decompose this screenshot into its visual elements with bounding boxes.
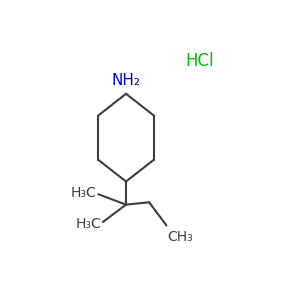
Text: H₃C: H₃C [75,217,101,231]
Text: CH₃: CH₃ [168,230,194,244]
Text: H₃C: H₃C [71,186,97,200]
Text: NH₂: NH₂ [112,73,140,88]
Text: HCl: HCl [186,52,214,70]
